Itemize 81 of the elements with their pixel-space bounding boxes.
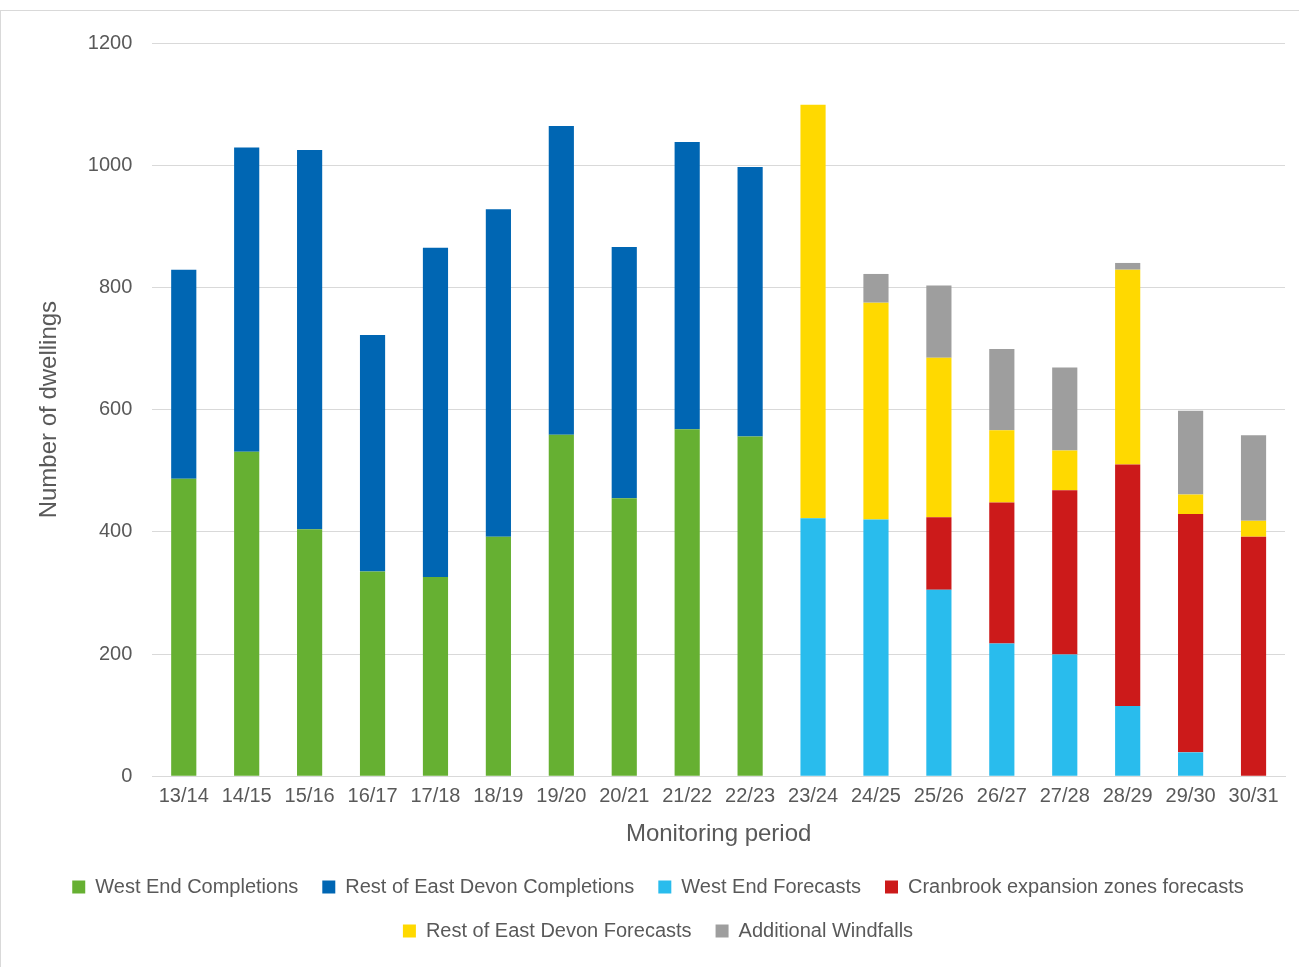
- x-tick-label: 29/30: [1165, 783, 1216, 806]
- y-tick-label: 1200: [87, 30, 133, 53]
- x-tick-label: 13/14: [158, 783, 209, 806]
- x-tick-label: 20/21: [599, 783, 650, 806]
- x-tick-label: 26/27: [976, 783, 1027, 806]
- x-tick-label: 14/15: [221, 783, 272, 806]
- bar: [926, 517, 952, 590]
- bar: [1115, 464, 1141, 706]
- bar: [989, 643, 1015, 776]
- x-tick-label: 30/31: [1228, 783, 1279, 806]
- x-tick-label: 24/25: [850, 783, 901, 806]
- bar: [422, 247, 449, 578]
- bar: [171, 478, 197, 776]
- legend-label: Rest of East Devon Forecasts: [425, 918, 692, 941]
- bar: [737, 167, 763, 437]
- bar: [1178, 410, 1204, 495]
- legend-label: Rest of East Devon Completions: [345, 874, 635, 897]
- legend-label: West End Completions: [95, 874, 299, 897]
- bar: [611, 247, 637, 499]
- x-tick-label: 15/16: [284, 783, 335, 806]
- bar: [1052, 367, 1078, 451]
- bar: [234, 147, 260, 452]
- bar: [1178, 514, 1204, 753]
- bar: [1240, 520, 1267, 537]
- y-tick-label: 800: [98, 274, 133, 297]
- bar: [674, 141, 700, 430]
- bar: [548, 126, 574, 435]
- bar: [863, 273, 889, 303]
- bar: [548, 434, 574, 776]
- bar: [611, 498, 637, 776]
- y-tick-label: 0: [121, 763, 133, 786]
- bar: [297, 149, 323, 530]
- bar: [1052, 654, 1078, 776]
- x-tick-label: 25/26: [913, 783, 964, 806]
- x-tick-label: 16/17: [347, 783, 398, 806]
- bar: [171, 269, 197, 479]
- bar: [1240, 435, 1267, 521]
- bar: [422, 577, 449, 776]
- x-tick-label: 28/29: [1102, 783, 1153, 806]
- bar: [234, 451, 260, 776]
- x-tick-label: 17/18: [410, 783, 461, 806]
- bar: [863, 519, 889, 776]
- x-tick-label: 22/23: [725, 783, 776, 806]
- y-axis-title: Number of dwellings: [34, 300, 62, 519]
- x-tick-label: 19/20: [536, 783, 587, 806]
- bar: [863, 302, 889, 520]
- y-tick-label: 200: [98, 641, 133, 664]
- bar: [1115, 262, 1141, 270]
- bar: [989, 430, 1015, 503]
- x-tick-label: 23/24: [788, 783, 839, 806]
- bar: [989, 349, 1015, 431]
- bar: [1115, 705, 1141, 776]
- x-tick-label: 27/28: [1039, 783, 1090, 806]
- bar: [1052, 450, 1078, 491]
- bar: [1178, 494, 1204, 515]
- y-tick-label: 400: [98, 519, 133, 542]
- bar: [1178, 752, 1204, 776]
- bar: [359, 335, 386, 572]
- y-tick-label: 1000: [87, 152, 133, 175]
- bar: [1052, 490, 1078, 655]
- bar: [926, 589, 952, 776]
- bar: [989, 502, 1015, 644]
- bar: [359, 571, 386, 776]
- x-tick-label: 18/19: [473, 783, 524, 806]
- bar: [1240, 536, 1267, 776]
- y-tick-label: 600: [98, 397, 133, 420]
- x-axis-title: Monitoring period: [625, 819, 812, 847]
- legend-label: Additional Windfalls: [738, 918, 914, 941]
- bar: [800, 104, 826, 519]
- bar: [297, 529, 323, 776]
- legend-label: West End Forecasts: [681, 874, 862, 897]
- bar: [485, 209, 511, 537]
- bar: [485, 536, 511, 776]
- x-tick-label: 21/22: [662, 783, 713, 806]
- legend-label: Cranbrook expansion zones forecasts: [908, 874, 1244, 897]
- bar: [1115, 269, 1141, 465]
- bar: [800, 518, 826, 776]
- bar: [737, 436, 763, 776]
- bar: [674, 429, 700, 776]
- bar: [926, 357, 952, 518]
- bar: [926, 285, 952, 358]
